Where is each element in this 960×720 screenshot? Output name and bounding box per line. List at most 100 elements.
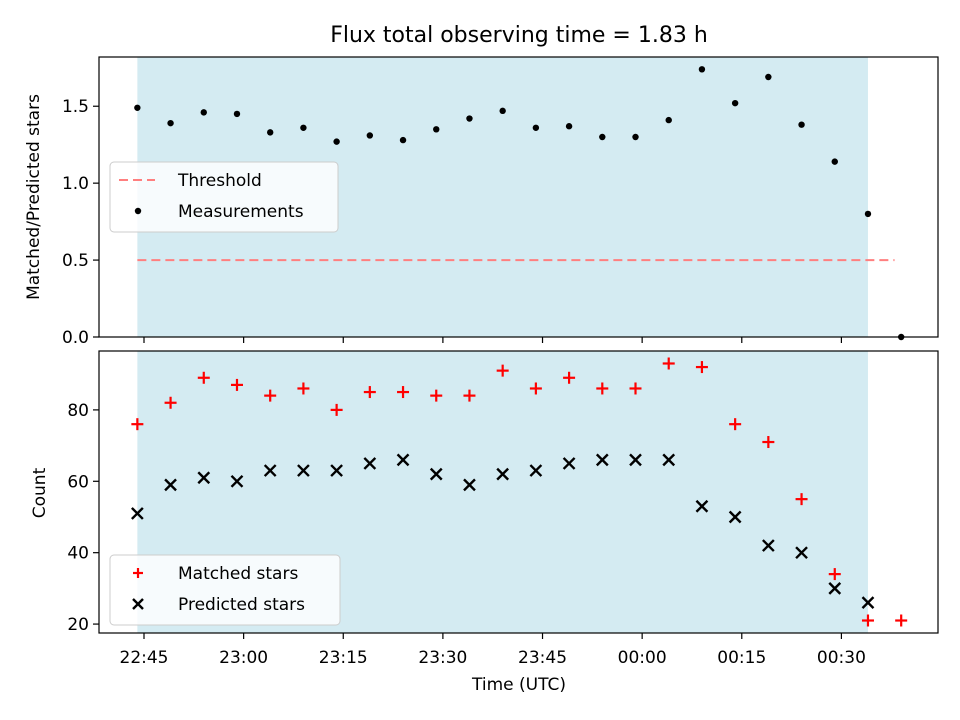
measurement-point [233,110,241,118]
x-tick-label: 00:30 [817,648,866,668]
measurement-point [731,99,739,107]
x-tick-label: 00:15 [717,648,766,668]
x-tick-label: 00:00 [618,648,667,668]
matched-star-point [397,386,410,399]
legend-matched-swatch [133,568,143,578]
predicted-star-point [529,464,543,477]
matched-star-point [230,378,243,391]
legend-label: Matched stars [178,564,298,584]
measurement-point [433,126,440,133]
matched-star-point [363,386,376,399]
predicted-star-point [496,467,510,481]
top-y-tick-label: 1.0 [62,174,89,194]
bottom-legend-box [109,554,341,626]
predicted-star-point [695,499,709,513]
measurement-point [266,129,274,136]
matched-star-point [729,418,742,431]
measurement-point [632,133,639,141]
count-panel: 20 40 60 80 22:45 23:00 23:15 23:30 23:45 00:00 00… [67,350,939,668]
matched-star-point [629,382,642,395]
predicted-star-point [629,453,642,467]
top-y-tick-label: 0.0 [62,328,89,348]
matched-star-point [264,389,277,402]
matched-star-point [861,614,874,627]
top-frame [98,56,939,338]
matched-star-point [563,371,576,384]
matched-star-point [795,493,808,506]
matched-star-point [496,364,509,377]
measurement-point [698,66,706,73]
bottom-y-tick-label: 80 [67,401,89,421]
predicted-star-point [131,507,144,520]
matched-star-point [131,418,144,431]
matched-star-point [529,382,542,395]
top-y-tick-label: 1.5 [62,97,89,117]
matched-star-point [463,389,476,402]
measurement-point [864,210,872,218]
top-legend: Threshold Measurements [109,161,339,233]
matched-star-point [197,371,210,384]
matched-star-point [695,361,708,374]
predicted-star-point [728,510,742,524]
legend-label: Predicted stars [178,595,305,615]
measurement-point [565,123,573,130]
measurement-point [134,104,141,111]
matched-star-point [297,382,310,395]
top-legend-box [109,161,339,233]
predicted-star-point [828,582,842,595]
chart-title: Flux total observing time = 1.83 h [330,23,708,48]
x-axis-label: Time (UTC) [471,675,566,695]
predicted-star-point [263,464,277,477]
top-y-tick-label: 0.5 [62,251,89,271]
bottom-y-axis-label: Count [30,467,50,518]
predicted-star-point [330,464,343,477]
predicted-star-point [595,453,609,467]
predicted-star-point [861,596,875,610]
measurement-point [831,158,838,165]
measurement-point [333,138,340,145]
bottom-frame [98,350,939,634]
legend-label: Measurements [178,202,304,222]
measurement-point [798,121,805,128]
legend-measurement-swatch [134,207,142,215]
matched-star-point [330,403,343,416]
predicted-star-point [795,546,808,560]
measurement-point [499,107,506,115]
matched-star-point [762,436,775,449]
predicted-star-point [562,457,576,470]
bottom-y-tick-label: 40 [67,544,89,564]
legend-predicted-swatch [132,598,144,610]
predicted-star-point [429,467,443,481]
x-tick-label: 23:45 [518,648,567,668]
matched-star-point [164,396,177,409]
matched-star-point [430,389,443,402]
measurement-point [167,119,174,127]
ratio-panel: 0.0 0.5 1.0 1.5 Threshold Measurements [62,56,939,348]
predicted-star-point [164,478,177,492]
measurement-point [200,109,207,116]
bottom-y-tick-label: 60 [67,472,89,492]
measurement-point [366,132,374,139]
legend-label: Threshold [177,171,262,191]
measurement-point [399,136,407,144]
x-tick-label: 22:45 [120,648,169,668]
predicted-star-point [662,453,676,467]
predicted-star-point [230,474,244,488]
predicted-star-point [297,464,310,477]
predicted-star-point [463,478,476,492]
bottom-y-tick-label: 20 [67,615,89,635]
bottom-legend: Matched stars Predicted stars [109,554,341,626]
measurement-point [665,116,672,124]
measurement-point [300,124,307,131]
measurement-point [599,133,606,141]
matched-star-point [895,614,908,627]
matched-star-point [596,382,609,395]
x-tick-label: 23:00 [219,648,268,668]
top-y-axis-label: Matched/Predicted stars [24,94,44,300]
measurement-point [466,115,473,122]
predicted-star-point [363,457,377,470]
x-tick-label: 23:15 [319,648,368,668]
predicted-star-point [197,471,211,485]
matched-star-point [828,568,841,581]
